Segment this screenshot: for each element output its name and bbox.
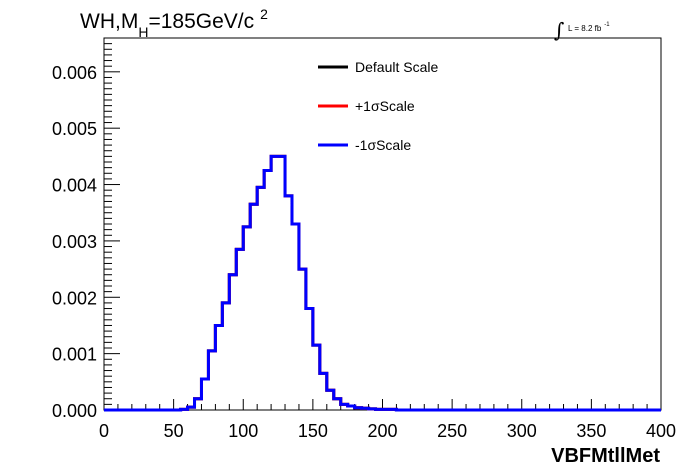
series-1-step-line <box>104 154 661 412</box>
lumi-text: L = 8.2 fb <box>568 24 602 33</box>
x-tick-label: 350 <box>576 421 606 441</box>
x-tick-label: 400 <box>646 421 676 441</box>
chart-title-prefix: WH,M <box>80 10 138 33</box>
y-tick-label: 0.004 <box>52 176 97 196</box>
y-tick-label: 0.006 <box>52 63 97 83</box>
y-tick-label: 0.002 <box>52 288 97 308</box>
series-0-step-line <box>104 154 661 412</box>
axis-ticks: 0 50 100 150 200 250 300 350 400 0.000 0.001 0.002 0… <box>52 43 676 441</box>
chart-title-suffix: =185GeV/c <box>148 10 254 33</box>
legend-label-1: +1σScale <box>355 98 415 114</box>
x-tick-label: 200 <box>367 421 397 441</box>
legend-label-2: -1σScale <box>355 137 411 153</box>
legend: Default Scale +1σScale -1σScale <box>318 59 438 153</box>
lumi-label: L = 8.2 fb -1 <box>568 22 610 33</box>
x-tick-label: 300 <box>507 421 537 441</box>
x-tick-label: 50 <box>164 421 184 441</box>
legend-label-0: Default Scale <box>355 59 438 75</box>
x-tick-label: 250 <box>437 421 467 441</box>
y-tick-label: 0.001 <box>52 345 97 365</box>
x-axis-label: VBFMtllMet <box>551 445 660 467</box>
integral-sign: ∫ <box>554 18 564 42</box>
histogram-series <box>104 154 661 412</box>
series-2-step-line <box>104 154 661 412</box>
chart-title: WH,MH=185GeV/c 2 <box>80 6 268 40</box>
x-tick-label: 150 <box>298 421 328 441</box>
x-tick-label: 100 <box>228 421 258 441</box>
lumi-superscript: -1 <box>604 22 610 28</box>
y-tick-label: 0.003 <box>52 232 97 252</box>
chart-title-subscript: H <box>138 24 148 40</box>
chart-title-superscript: 2 <box>260 6 268 22</box>
y-tick-label: 0.005 <box>52 119 97 139</box>
y-tick-label: 0.000 <box>52 401 97 421</box>
x-tick-label: 0 <box>99 421 109 441</box>
plot-frame <box>103 37 662 411</box>
